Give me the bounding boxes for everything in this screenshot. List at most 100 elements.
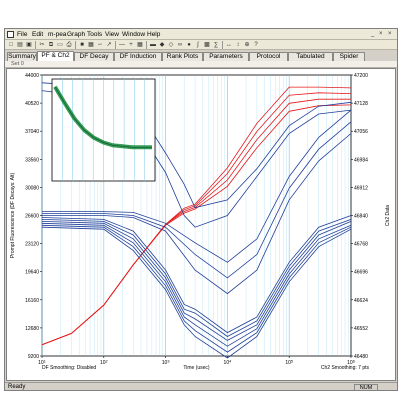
ch2-series-line: [42, 121, 352, 279]
y-left-tick-label: 40520: [25, 101, 39, 107]
menu-edit[interactable]: Edit: [32, 31, 44, 38]
y-left-tick-label: 26600: [25, 214, 39, 220]
x-icon[interactable]: ↔: [226, 42, 232, 48]
grid-icon[interactable]: ▦: [137, 42, 143, 48]
set-row: Set 0: [5, 61, 397, 68]
print-icon[interactable]: ⎙: [66, 42, 72, 48]
ch2-series-line: [41, 224, 352, 353]
table-icon[interactable]: ▦: [88, 42, 94, 48]
x-axis-label: Time (usec): [183, 365, 210, 371]
y-icon[interactable]: ↕: [236, 42, 240, 48]
info-icon[interactable]: ?: [254, 42, 258, 48]
y-right-tick-label: 47200: [354, 73, 368, 79]
copy-icon[interactable]: ⧉: [48, 42, 54, 48]
curve-icon[interactable]: ∽: [97, 42, 103, 48]
tab-summary[interactable]: Summary: [7, 52, 37, 61]
menu-view[interactable]: View: [105, 31, 119, 38]
x-tick-label: 101: [38, 360, 46, 367]
close-button[interactable]: ×: [388, 31, 392, 37]
toolbar-separator: [115, 41, 116, 49]
y-right-tick-label: 46768: [354, 242, 368, 248]
y-right-tick-label: 46552: [354, 326, 368, 332]
status-bar: Ready NUM: [5, 382, 397, 390]
toolbar: □ ▤ ▣ ✂ ⧉ ▭ ⎙ ■ ▦ ∽ ↗ — + ▦ ▬ ◆ ◇ ∞ ● ∫ …: [5, 40, 397, 50]
y-right-tick-label: 46480: [354, 354, 368, 360]
tab-spider[interactable]: Spider: [333, 52, 365, 61]
y-left-tick-label: 33560: [25, 157, 39, 163]
y-right-tick-label: 47056: [354, 129, 368, 135]
tab-bar: Summary PF & Ch2 DF Decay DF Induction R…: [5, 51, 397, 61]
tab-parameters[interactable]: Parameters: [203, 52, 249, 61]
toolbar-separator: [35, 41, 36, 49]
color-icon[interactable]: ▩: [204, 42, 210, 48]
ch2-series-line: [41, 219, 352, 337]
pin-icon[interactable]: ◆: [159, 42, 165, 48]
tab-pf-ch2[interactable]: PF & Ch2: [37, 51, 74, 61]
menu-tools[interactable]: Tools: [87, 31, 103, 38]
chart-icon[interactable]: ■: [80, 42, 84, 48]
log-icon[interactable]: ∫: [197, 42, 199, 48]
ch2-series-line: [41, 221, 352, 341]
x-tick-label: 105: [285, 360, 293, 367]
ch2-series-line: [41, 226, 352, 359]
link-icon[interactable]: ∞: [177, 42, 183, 48]
y-right-tick-label: 46984: [354, 157, 368, 163]
select-icon[interactable]: ◇: [168, 42, 174, 48]
minimize-button[interactable]: _: [371, 31, 375, 37]
set-label[interactable]: Set 0: [11, 61, 24, 67]
minus-icon[interactable]: —: [119, 42, 125, 48]
df-smoothing-note: DF Smoothing: Disabled: [42, 365, 96, 371]
y-left-tick-label: 23120: [25, 242, 39, 248]
menu-graph[interactable]: Graph: [67, 31, 86, 38]
toolbar-separator: [146, 41, 147, 49]
tab-df-decay[interactable]: DF Decay: [74, 52, 114, 61]
menu-bar: File Edit m-pea Graph Tools View Window …: [5, 29, 397, 40]
app-icon: [7, 31, 14, 38]
y-right-tick-label: 46912: [354, 185, 368, 191]
new-icon[interactable]: □: [9, 42, 13, 48]
pf-series-line: [41, 104, 352, 346]
plus-icon[interactable]: +: [129, 42, 133, 48]
tab-rank-plots[interactable]: Rank Plots: [162, 52, 203, 61]
x-tick-label: 103: [162, 360, 170, 367]
menu-file[interactable]: File: [17, 31, 28, 38]
menu-help[interactable]: Help: [147, 31, 161, 38]
open-icon[interactable]: ▤: [17, 42, 23, 48]
ch2-smoothing-note: Ch2 Smoothing: 7 pts: [321, 365, 370, 371]
menu-window[interactable]: Window: [122, 31, 146, 38]
ch2-series-line: [42, 133, 352, 295]
y-left-tick-label: 12680: [25, 326, 39, 332]
y-right-tick-label: 47128: [354, 101, 368, 107]
ch2-series-line: [41, 215, 352, 334]
tab-df-induction[interactable]: DF Induction: [114, 52, 162, 61]
y-left-tick-label: 9200: [28, 354, 39, 360]
toolbar-separator: [222, 41, 223, 49]
arrow-icon[interactable]: ↗: [106, 42, 112, 48]
tab-protocol[interactable]: Protocol: [249, 52, 288, 61]
y-left-tick-label: 30080: [25, 185, 39, 191]
paste-icon[interactable]: ▭: [57, 42, 63, 48]
y-right-tick-label: 46624: [354, 298, 368, 304]
y-left-tick-label: 16160: [25, 298, 39, 304]
menu-m-pea[interactable]: m-pea: [48, 31, 67, 38]
num-lock-indicator: NUM: [354, 384, 378, 390]
status-text: Ready: [8, 384, 26, 390]
drop-icon[interactable]: ●: [187, 42, 191, 48]
save-icon[interactable]: ▣: [26, 42, 32, 48]
tab-tabulated[interactable]: Tabulated: [288, 52, 333, 61]
y-left-tick-label: 44000: [25, 73, 39, 79]
cut-icon[interactable]: ✂: [39, 42, 45, 48]
restore-button[interactable]: ×: [379, 31, 383, 37]
x-tick-label: 104: [224, 360, 232, 367]
bar-icon[interactable]: ▬: [150, 42, 156, 48]
y-axis-left-label: Prompt Fluorescence (DF Decays: Alt): [10, 173, 16, 259]
x-tick-label: 106: [347, 360, 355, 367]
chart-svg: 44000 40520 37040 33560 30080 26600 23120 19640…: [10, 73, 391, 371]
chart-frame: 44000 40520 37040 33560 30080 26600 23120 19640…: [6, 68, 396, 381]
stats-icon[interactable]: ∑: [213, 42, 219, 48]
zoom-icon[interactable]: ⊕: [244, 42, 250, 48]
y-right-tick-label: 46840: [354, 214, 368, 220]
inset-series-line: [54, 86, 152, 148]
y-right-tick-label: 46696: [354, 270, 368, 276]
toolbar-separator: [75, 41, 76, 49]
